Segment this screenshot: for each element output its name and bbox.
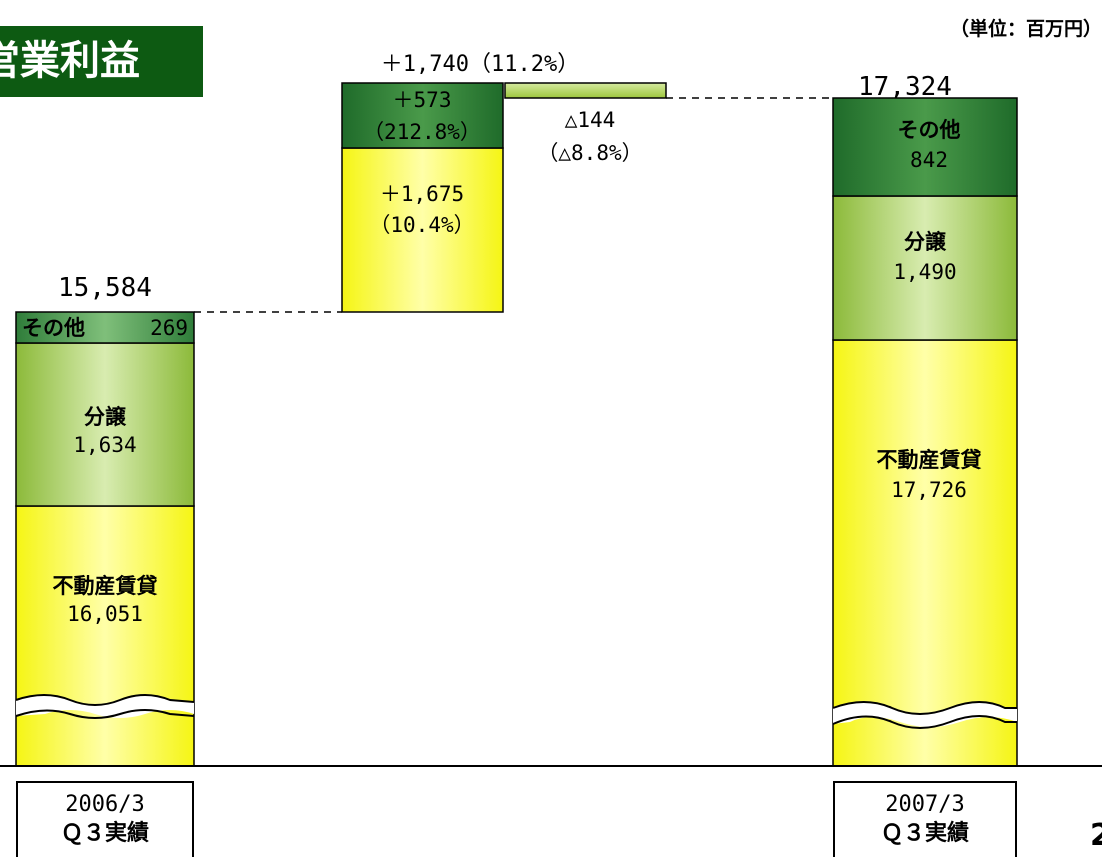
axis-break-right-line1: [832, 701, 1017, 715]
seg-label-2006-rental-value: 16,051: [67, 602, 143, 626]
seg-label-2006-other-name: その他: [22, 316, 85, 340]
x-label-2006-period: 2006/3: [65, 792, 145, 817]
change-other-pct: （212.8%）: [363, 120, 481, 144]
seg-label-2006-sales-name: 分譲: [84, 405, 127, 429]
axis-break-right-line2: [832, 715, 1017, 729]
seg-label-2007-rental-value: 17,726: [891, 478, 967, 502]
bar-2007-sales: [832, 195, 1018, 341]
axis-break-left-line1: [15, 694, 195, 706]
total-change-label: ＋1,740（11.2%）: [381, 52, 579, 77]
change-rental-bar: [341, 147, 504, 313]
x-label-2006-type: Ｑ３実績: [60, 821, 149, 846]
change-other-bar: [341, 82, 504, 149]
seg-label-2007-other-name: その他: [898, 118, 961, 142]
seg-label-2007-other-value: 842: [910, 148, 948, 172]
change-sales-pct: （△8.8%）: [537, 141, 642, 165]
x-label-2007-period: 2007/3: [885, 792, 965, 817]
seg-label-2007-sales-value: 1,490: [893, 260, 956, 284]
x-label-2007: 2007/3 Ｑ３実績: [833, 781, 1017, 857]
change-sales-bar: [504, 82, 667, 99]
change-sales-label: △144: [565, 108, 616, 132]
page-number: 2: [1090, 818, 1102, 853]
x-label-2007-type: Ｑ３実績: [880, 821, 969, 846]
seg-label-2007-sales-name: 分譲: [904, 230, 947, 254]
chart-title: 営業利益: [0, 26, 203, 97]
bar-2007-other: [832, 97, 1018, 197]
axis-break-left-line2: [15, 709, 195, 719]
bar-2006-other: [15, 311, 195, 344]
seg-label-2007-rental-name: 不動産賃貸: [877, 448, 982, 472]
seg-label-2006-rental-name: 不動産賃貸: [53, 574, 158, 598]
axis-break-left: [16, 695, 194, 718]
total-label-2007: 17,324: [858, 72, 952, 102]
change-other-label: ＋573: [393, 88, 452, 112]
change-rental-pct: （10.4%）: [369, 213, 474, 237]
seg-label-2006-sales-value: 1,634: [73, 433, 136, 457]
change-rental-label: ＋1,675: [380, 182, 464, 206]
bar-2006-rental: [15, 505, 195, 767]
unit-label: （単位：百万円）: [949, 18, 1102, 40]
seg-label-2006-other-value: 269: [150, 316, 188, 340]
x-label-2006: 2006/3 Ｑ３実績: [16, 781, 194, 857]
total-label-2006: 15,584: [58, 273, 152, 303]
bar-2006-sales: [15, 342, 195, 507]
bar-2007-rental: [832, 339, 1018, 767]
